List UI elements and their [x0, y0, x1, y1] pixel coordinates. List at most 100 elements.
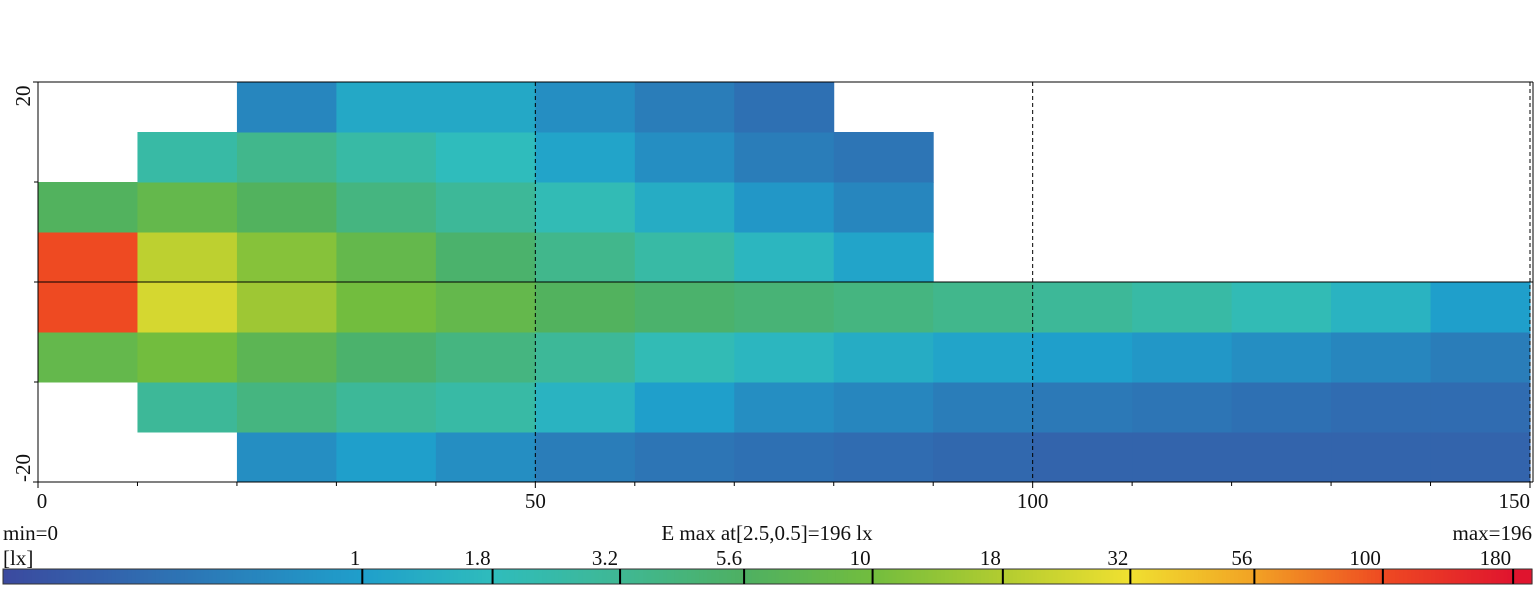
heat-cell — [336, 282, 437, 333]
colorbar-swatch — [1278, 569, 1284, 584]
colorbar-swatch — [244, 569, 250, 584]
colorbar-swatch — [518, 569, 523, 584]
colorbar-swatch — [678, 569, 684, 584]
colorbar-swatch — [1395, 569, 1400, 584]
colorbar-swatch — [1173, 569, 1179, 584]
colorbar-swatch — [1290, 569, 1296, 584]
colorbar-swatch — [1234, 569, 1239, 584]
colorbar-swatch — [594, 569, 600, 584]
colorbar-swatch — [666, 569, 672, 584]
colorbar-swatch — [654, 569, 660, 584]
colorbar-swatch — [1121, 569, 1127, 584]
heat-cell — [634, 132, 735, 183]
colorbar-swatch — [481, 569, 487, 584]
colorbar-swatch — [1222, 569, 1227, 584]
colorbar-swatch — [630, 569, 636, 584]
heat-cell — [137, 282, 238, 333]
colorbar-swatch — [441, 569, 447, 584]
colorbar-swatch — [252, 569, 258, 584]
colorbar-swatch — [1371, 569, 1376, 584]
x-tick-label: 100 — [1017, 489, 1049, 513]
colorbar-swatch — [196, 569, 201, 584]
heatmap-cells — [38, 82, 1531, 483]
colorbar-swatch — [699, 569, 704, 584]
colorbar-swatch — [332, 569, 338, 584]
heat-cell — [236, 432, 337, 483]
colorbar-swatch — [811, 569, 817, 584]
colorbar-swatch — [992, 569, 998, 584]
colorbar-swatch — [799, 569, 805, 584]
colorbar-swatch — [284, 569, 290, 584]
colorbar-swatch — [803, 569, 809, 584]
colorbar-swatch — [900, 569, 905, 584]
heat-cell — [1331, 282, 1432, 333]
colorbar-swatch — [1065, 569, 1070, 584]
colorbar-swatch — [1491, 569, 1497, 584]
colorbar-swatch — [691, 569, 696, 584]
colorbar-swatch — [67, 569, 73, 584]
colorbar-swatch — [1375, 569, 1380, 584]
colorbar-swatch — [79, 569, 85, 584]
colorbar-swatch — [1346, 569, 1352, 584]
colorbar-swatch — [280, 569, 286, 584]
colorbar-swatch — [1242, 569, 1247, 584]
colorbar-swatch — [115, 569, 121, 584]
colorbar-swatch — [361, 569, 366, 584]
colorbar-swatch — [1061, 569, 1066, 584]
colorbar-swatch — [240, 569, 246, 584]
colorbar-swatch — [964, 569, 970, 584]
colorbar-swatch — [815, 569, 821, 584]
colorbar-swatch — [1334, 569, 1340, 584]
heat-cell — [734, 282, 835, 333]
colorbar-swatch — [944, 569, 950, 584]
colorbar-swatch — [1210, 569, 1215, 584]
colorbar-swatch — [626, 569, 632, 584]
heat-cell — [38, 332, 138, 383]
colorbar-swatch — [823, 569, 829, 584]
colorbar-swatch — [3, 569, 8, 584]
colorbar — [3, 569, 1533, 584]
colorbar-swatch — [176, 569, 181, 584]
colorbar-swatch — [1181, 569, 1187, 584]
colorbar-swatch — [208, 569, 213, 584]
colorbar-swatch — [598, 569, 604, 584]
heat-cell — [734, 232, 835, 283]
colorbar-swatch — [429, 569, 435, 584]
colorbar-swatch — [747, 569, 753, 584]
colorbar-swatch — [457, 569, 463, 584]
colorbar-swatch — [534, 569, 539, 584]
colorbar-swatch — [1326, 569, 1332, 584]
colorbar-swatch — [719, 569, 724, 584]
colorbar-swatch — [1097, 569, 1103, 584]
colorbar-swatch — [1322, 569, 1328, 584]
heat-cell — [236, 132, 337, 183]
heat-cell — [435, 82, 536, 133]
heat-cell — [734, 182, 835, 233]
colorbar-swatch — [1439, 569, 1445, 584]
heat-cell — [137, 132, 238, 183]
colorbar-swatch — [449, 569, 455, 584]
heat-cell — [833, 382, 934, 433]
colorbar-swatch — [1149, 569, 1155, 584]
heat-cell — [1430, 382, 1531, 433]
colorbar-swatch — [703, 569, 708, 584]
heat-cell — [1331, 382, 1432, 433]
colorbar-swatch — [1045, 569, 1050, 584]
colorbar-swatch — [646, 569, 652, 584]
colorbar-swatch — [316, 569, 322, 584]
colorbar-swatch — [493, 569, 499, 584]
colorbar-swatch — [1202, 569, 1207, 584]
heat-cell — [535, 432, 636, 483]
colorbar-swatch — [896, 569, 901, 584]
heat-cell — [1430, 332, 1531, 383]
heat-cell — [634, 282, 735, 333]
colorbar-swatch — [1503, 569, 1509, 584]
colorbar-swatch — [369, 569, 374, 584]
colorbar-swatch — [139, 569, 145, 584]
colorbar-swatch — [465, 569, 471, 584]
colorbar-swatch — [1093, 569, 1099, 584]
colorbar-swatch — [143, 569, 149, 584]
colorbar-swatch — [39, 569, 44, 584]
heat-cell — [336, 382, 437, 433]
